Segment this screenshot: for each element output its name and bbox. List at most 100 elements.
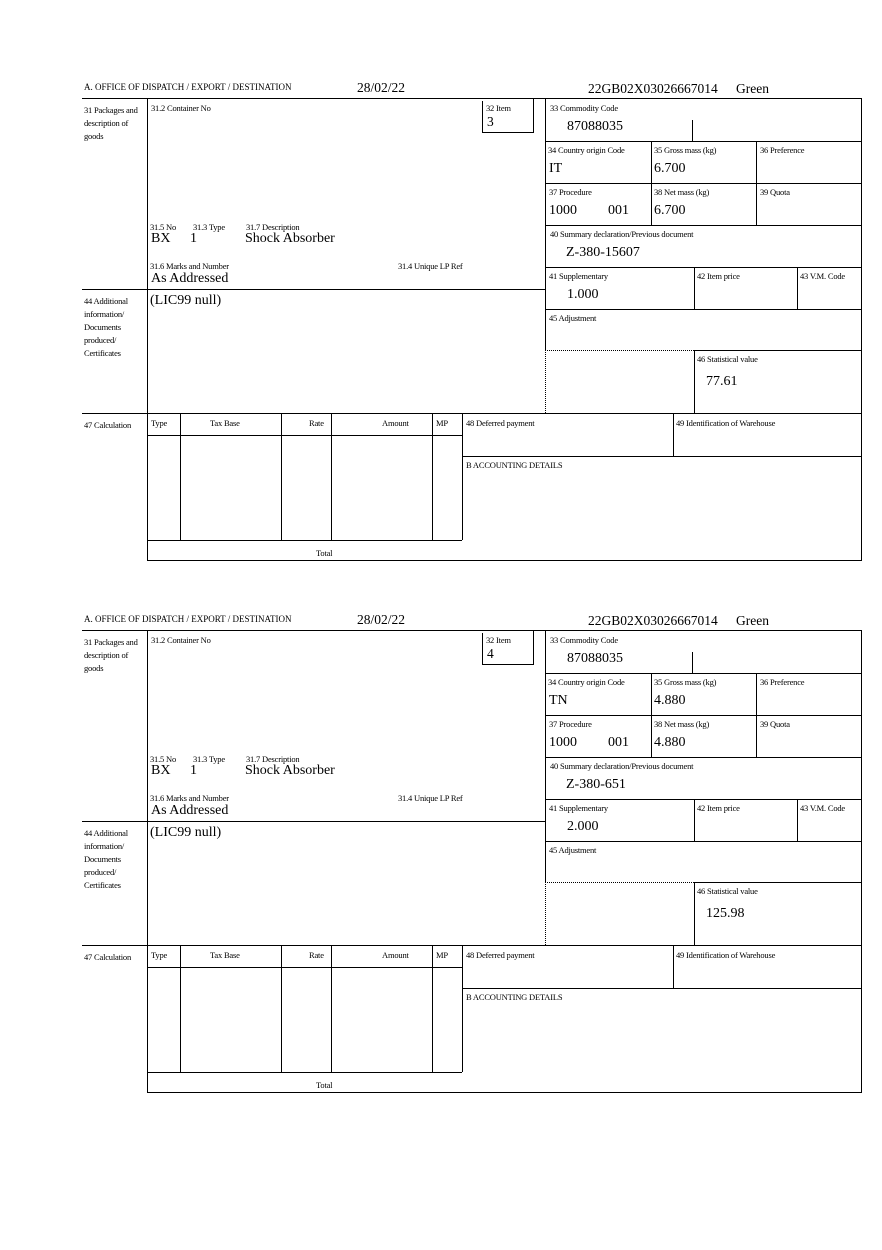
vm-code-label: 43 V.M. Code: [800, 803, 845, 813]
preference-label: 36 Preference: [760, 677, 805, 687]
supplementary-label: 41 Supplementary: [549, 271, 608, 281]
divider: [545, 350, 694, 351]
adjustment-label: 45 Adjustment: [549, 313, 597, 323]
divider: [432, 945, 433, 1072]
box-47-label: 47 Calculation: [84, 420, 132, 430]
divider: [533, 630, 534, 664]
divider: [82, 289, 545, 290]
date: 28/02/22: [357, 612, 406, 627]
additional-info-value: (LIC99 null): [150, 293, 222, 308]
date: 28/02/22: [357, 80, 406, 95]
calc-header-amount: Amount: [382, 418, 409, 428]
description-label: 31.7 Description: [246, 222, 300, 232]
divider: [545, 98, 546, 350]
divider: [694, 799, 695, 841]
divider: [147, 630, 148, 1093]
previous-document: Z-380-651: [566, 777, 626, 792]
item-label: 32 Item: [486, 635, 511, 645]
package-type-label: 31.3 Type: [193, 222, 225, 232]
divider: [694, 267, 695, 309]
calc-header-type: Type: [151, 418, 168, 428]
divider: [331, 945, 332, 1072]
divider: [147, 967, 462, 968]
divider: [861, 98, 862, 561]
divider: [432, 413, 433, 540]
divider: [797, 267, 798, 309]
deferred-payment-label: 48 Deferred payment: [466, 950, 535, 960]
container-no-label: 31.2 Container No: [151, 103, 211, 113]
quota-label: 39 Quota: [760, 187, 790, 197]
calc-header-amount: Amount: [382, 950, 409, 960]
country-origin-label: 34 Country origin Code: [548, 145, 625, 155]
vm-code-label: 43 V.M. Code: [800, 271, 845, 281]
divider: [694, 882, 862, 883]
gross-mass-label: 35 Gross mass (kg): [654, 677, 717, 687]
declaration-item-form: A. OFFICE OF DISPATCH / EXPORT / DESTINA…: [0, 0, 882, 561]
item-number: 4: [487, 646, 494, 661]
previous-document-label: 40 Summary declaration/Previous document: [550, 229, 694, 239]
divider: [694, 350, 862, 351]
statistical-value-label: 46 Statistical value: [697, 354, 758, 364]
divider: [147, 1072, 462, 1073]
box-44-label: 44 Additional information/ Documents pro…: [84, 828, 128, 890]
status: Green: [736, 81, 769, 96]
procedure-code: 1000: [549, 203, 577, 218]
divider: [545, 882, 546, 945]
package-count: 1: [190, 231, 197, 246]
divider: [281, 413, 282, 540]
gross-mass: 6.700: [654, 161, 686, 176]
divider: [692, 120, 693, 141]
divider: [462, 456, 862, 457]
divider: [82, 630, 862, 631]
unique-lp-ref-label: 31.4 Unique LP Ref: [398, 261, 463, 271]
statistical-value: 125.98: [706, 906, 745, 921]
supplementary-units: 1.000: [567, 287, 599, 302]
calc-header-tax-base: Tax Base: [210, 418, 240, 428]
divider: [692, 652, 693, 673]
divider: [861, 630, 862, 1093]
divider: [694, 882, 695, 945]
divider: [545, 267, 862, 268]
divider: [545, 841, 862, 842]
statistical-value: 77.61: [706, 374, 738, 389]
marks-label: 31.6 Marks and Number: [150, 261, 229, 271]
accounting-details-label: B ACCOUNTING DETAILS: [466, 460, 563, 470]
divider: [82, 945, 862, 946]
previous-document-label: 40 Summary declaration/Previous document: [550, 761, 694, 771]
item-number: 3: [487, 114, 494, 129]
divider: [462, 988, 862, 989]
commodity-code: 87088035: [567, 119, 623, 134]
item-price-label: 42 Item price: [697, 271, 740, 281]
box-47-label: 47 Calculation: [84, 952, 132, 962]
divider: [545, 309, 862, 310]
country-origin-label: 34 Country origin Code: [548, 677, 625, 687]
divider: [545, 630, 546, 882]
supplementary-units: 2.000: [567, 819, 599, 834]
calc-header-tax-base: Tax Base: [210, 950, 240, 960]
gross-mass-label: 35 Gross mass (kg): [654, 145, 717, 155]
marks-value: As Addressed: [151, 271, 229, 286]
marks-value: As Addressed: [151, 803, 229, 818]
office-label: A. OFFICE OF DISPATCH / EXPORT / DESTINA…: [84, 614, 292, 624]
divider: [545, 799, 862, 800]
divider: [545, 225, 862, 226]
divider: [533, 98, 534, 132]
divider: [180, 945, 181, 1072]
box-31-label: 31 Packages and description of goods: [84, 637, 138, 673]
divider: [545, 673, 862, 674]
divider: [281, 945, 282, 1072]
calc-header-type: Type: [151, 950, 168, 960]
box-31-label: 31 Packages and description of goods: [84, 105, 138, 141]
country-origin: TN: [549, 693, 568, 708]
divider: [545, 882, 694, 883]
divider: [82, 98, 862, 99]
goods-description: Shock Absorber: [245, 763, 335, 778]
divider: [673, 413, 674, 456]
commodity-code-label: 33 Commodity Code: [550, 635, 618, 645]
divider: [673, 945, 674, 988]
procedure-code: 1000: [549, 735, 577, 750]
goods-description: Shock Absorber: [245, 231, 335, 246]
divider: [545, 141, 862, 142]
warehouse-id-label: 49 Identification of Warehouse: [676, 418, 776, 428]
divider: [147, 560, 862, 561]
